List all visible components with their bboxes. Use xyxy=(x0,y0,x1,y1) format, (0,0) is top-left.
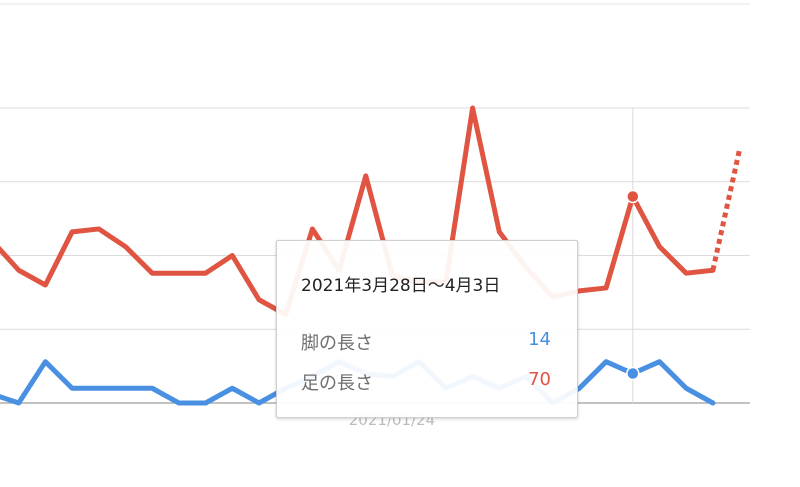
highlight-point-0 xyxy=(626,366,640,381)
tooltip-row-foot: 足の長さ 70 xyxy=(301,369,551,395)
series-line-partial-1 xyxy=(710,148,743,271)
highlight-point-1 xyxy=(626,189,640,204)
hover-tooltip: 2021年3月28日〜4月3日 脚の長さ 14 足の長さ 70 xyxy=(276,240,578,418)
tooltip-row-legs: 脚の長さ 14 xyxy=(301,329,551,355)
tooltip-series-value: 14 xyxy=(528,329,551,350)
series-line-1 xyxy=(0,105,716,317)
tooltip-title: 2021年3月28日〜4月3日 xyxy=(301,276,501,296)
tooltip-series-name: 脚の長さ xyxy=(301,333,373,354)
tooltip-series-name: 足の長さ xyxy=(301,373,373,394)
tooltip-series-value: 70 xyxy=(528,369,551,390)
hover-layer xyxy=(626,189,640,381)
